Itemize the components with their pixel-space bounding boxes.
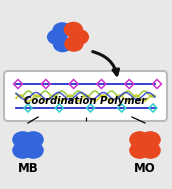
FancyArrowPatch shape: [93, 52, 119, 75]
Ellipse shape: [130, 143, 149, 158]
Ellipse shape: [54, 37, 72, 52]
Ellipse shape: [13, 132, 32, 147]
Ellipse shape: [48, 30, 66, 44]
Ellipse shape: [141, 143, 160, 158]
FancyBboxPatch shape: [4, 71, 167, 121]
Ellipse shape: [141, 132, 160, 147]
Text: MO: MO: [134, 163, 156, 176]
Text: Coordination Polymer: Coordination Polymer: [24, 96, 147, 106]
Ellipse shape: [130, 132, 149, 147]
Ellipse shape: [53, 23, 71, 37]
Ellipse shape: [24, 132, 43, 147]
Ellipse shape: [70, 30, 88, 44]
Ellipse shape: [65, 37, 83, 51]
Ellipse shape: [13, 143, 32, 158]
Ellipse shape: [64, 22, 82, 37]
Text: MB: MB: [18, 163, 38, 176]
Ellipse shape: [24, 143, 43, 158]
